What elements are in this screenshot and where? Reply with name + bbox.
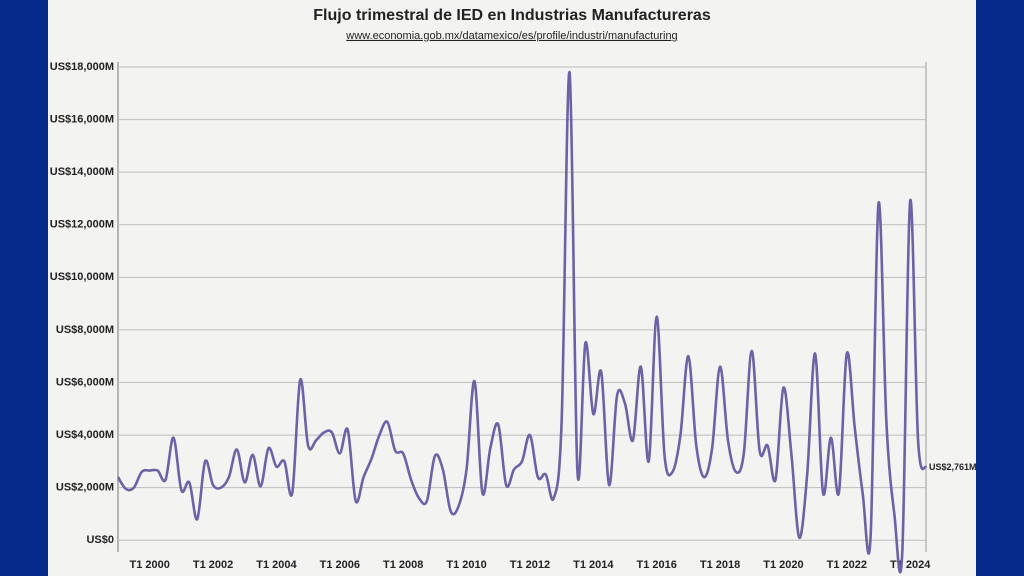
x-tick-label: T1 2010 (446, 559, 486, 571)
x-tick-label: T1 2018 (700, 559, 740, 571)
y-tick-label: US$16,000M (50, 113, 114, 125)
chart-title: Flujo trimestral de IED en Industrias Ma… (313, 7, 711, 24)
y-tick-label: US$12,000M (50, 219, 114, 231)
x-tick-label: T1 2024 (890, 559, 931, 571)
y-tick-label: US$4,000M (56, 429, 114, 441)
y-tick-label: US$14,000M (50, 166, 114, 178)
x-tick-label: T1 2002 (193, 559, 233, 571)
x-tick-label: T1 2022 (827, 559, 867, 571)
x-tick-label: T1 2000 (129, 559, 169, 571)
chart-subtitle: www.economia.gob.mx/datamexico/es/profil… (345, 30, 677, 42)
y-tick-label: US$8,000M (56, 324, 114, 336)
x-tick-label: T1 2020 (763, 559, 803, 571)
x-tick-label: T1 2012 (510, 559, 550, 571)
y-tick-label: US$0 (86, 534, 114, 546)
y-tick-label: US$2,000M (56, 482, 114, 494)
x-tick-label: T1 2006 (320, 559, 360, 571)
series-line (116, 70, 928, 574)
x-tick-label: T1 2016 (636, 559, 676, 571)
y-tick-label: US$10,000M (50, 271, 114, 283)
x-tick-label: T1 2008 (383, 559, 423, 571)
x-tick-label: T1 2004 (256, 559, 297, 571)
y-tick-label: US$18,000M (50, 61, 114, 73)
y-tick-label: US$6,000M (56, 376, 114, 388)
x-tick-label: T1 2014 (573, 559, 614, 571)
value-label: US$2,761M (929, 462, 977, 472)
